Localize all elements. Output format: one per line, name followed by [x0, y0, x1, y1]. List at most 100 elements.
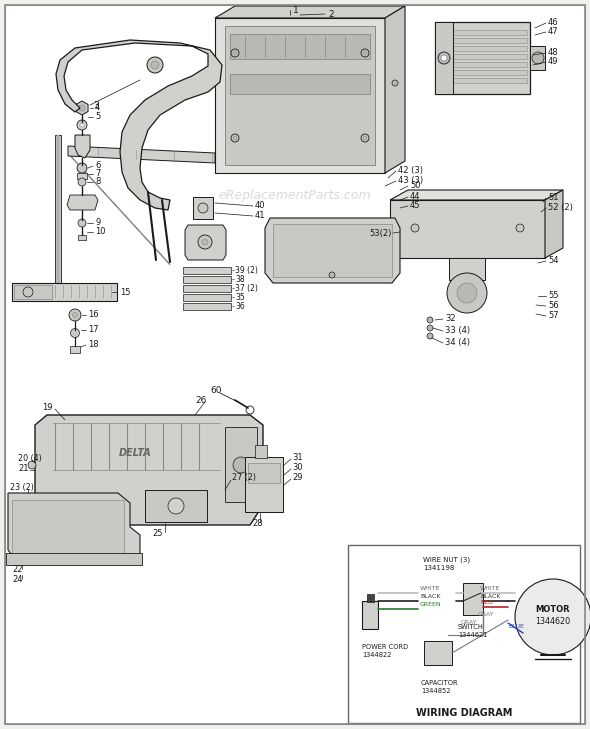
Polygon shape	[35, 415, 263, 525]
Bar	[183, 285, 231, 292]
Text: GREEN: GREEN	[420, 602, 442, 607]
Text: 49: 49	[548, 57, 559, 66]
Text: 19: 19	[42, 402, 53, 411]
Bar	[6, 553, 142, 565]
Bar	[230, 74, 370, 94]
Text: 15: 15	[120, 287, 130, 297]
Text: 57: 57	[548, 311, 559, 319]
Polygon shape	[215, 6, 405, 18]
Circle shape	[427, 317, 433, 323]
Bar	[435, 22, 453, 94]
Text: 54: 54	[548, 255, 559, 265]
Bar	[12, 283, 117, 301]
Text: 55: 55	[548, 290, 559, 300]
Circle shape	[79, 105, 85, 111]
Text: POWER CORD: POWER CORD	[362, 644, 408, 650]
Circle shape	[147, 57, 163, 73]
Text: 41: 41	[255, 211, 266, 219]
Bar	[230, 34, 370, 59]
Circle shape	[198, 203, 208, 213]
Text: 17: 17	[88, 324, 99, 333]
Polygon shape	[56, 40, 222, 210]
Bar	[245, 457, 283, 512]
Text: 52 (2): 52 (2)	[548, 203, 573, 211]
Text: 39 (2): 39 (2)	[235, 265, 258, 275]
Circle shape	[329, 272, 335, 278]
Bar	[70, 346, 80, 353]
Text: CAPACITOR: CAPACITOR	[421, 680, 458, 686]
Bar	[215, 18, 385, 173]
Circle shape	[233, 457, 249, 473]
Circle shape	[231, 134, 239, 142]
Text: 18: 18	[88, 340, 99, 348]
Polygon shape	[70, 155, 170, 265]
Circle shape	[392, 80, 398, 86]
Polygon shape	[75, 135, 90, 158]
Text: WIRE NUT (3): WIRE NUT (3)	[423, 557, 470, 564]
Text: BLACK: BLACK	[480, 595, 500, 599]
Circle shape	[447, 273, 487, 313]
Bar	[12, 500, 124, 555]
Bar	[438, 30, 527, 35]
Text: WHITE: WHITE	[480, 587, 500, 591]
Bar	[435, 22, 530, 94]
Bar	[449, 258, 485, 280]
Polygon shape	[385, 6, 405, 173]
Text: 2: 2	[328, 9, 333, 18]
Text: GRAY: GRAY	[461, 620, 477, 625]
Text: GRAY: GRAY	[478, 612, 494, 617]
Bar	[145, 490, 207, 522]
Text: 1: 1	[293, 6, 299, 15]
Text: WIRING DIAGRAM: WIRING DIAGRAM	[416, 708, 512, 718]
Text: 44: 44	[410, 192, 421, 200]
Bar	[530, 46, 545, 70]
Bar	[225, 427, 257, 502]
Text: 9: 9	[95, 217, 100, 227]
Text: 33 (4): 33 (4)	[445, 326, 470, 335]
Circle shape	[427, 325, 433, 331]
Bar	[463, 583, 483, 615]
Text: 35: 35	[235, 292, 245, 302]
Circle shape	[361, 49, 369, 57]
Bar	[424, 641, 452, 665]
Text: 43 (3): 43 (3)	[398, 176, 423, 184]
Circle shape	[516, 224, 524, 232]
Circle shape	[441, 55, 447, 61]
Text: 27 (2): 27 (2)	[232, 472, 256, 481]
Text: 60: 60	[210, 386, 221, 394]
Text: 1344620: 1344620	[536, 617, 571, 626]
Text: 53(2): 53(2)	[369, 228, 392, 238]
Circle shape	[363, 51, 367, 55]
Text: 21: 21	[18, 464, 28, 472]
Text: DELTA: DELTA	[119, 448, 152, 458]
Circle shape	[28, 461, 36, 469]
Bar	[390, 200, 545, 258]
Circle shape	[77, 163, 87, 173]
Circle shape	[73, 313, 77, 318]
Text: 37 (2): 37 (2)	[235, 284, 258, 292]
Text: 29: 29	[292, 472, 303, 481]
Bar	[362, 601, 378, 629]
Text: 22: 22	[12, 566, 22, 574]
Text: 7: 7	[95, 168, 100, 177]
Text: 24: 24	[12, 575, 22, 585]
Polygon shape	[390, 190, 563, 200]
Circle shape	[363, 136, 367, 140]
Circle shape	[151, 61, 159, 69]
Circle shape	[438, 52, 450, 64]
Text: 31: 31	[292, 453, 303, 461]
Text: SWITCH: SWITCH	[458, 624, 484, 630]
Text: 1344852: 1344852	[421, 688, 451, 694]
Text: 30: 30	[292, 462, 303, 472]
Text: BLUE: BLUE	[508, 625, 524, 630]
Text: 40: 40	[255, 200, 266, 209]
Circle shape	[231, 49, 239, 57]
Text: 38: 38	[235, 275, 245, 284]
Bar	[14, 285, 52, 299]
Text: 47: 47	[548, 26, 559, 36]
Bar	[183, 294, 231, 301]
Text: 16: 16	[88, 310, 99, 319]
Text: 8: 8	[95, 176, 100, 185]
Bar	[55, 135, 61, 283]
Text: 1344822: 1344822	[362, 652, 392, 658]
